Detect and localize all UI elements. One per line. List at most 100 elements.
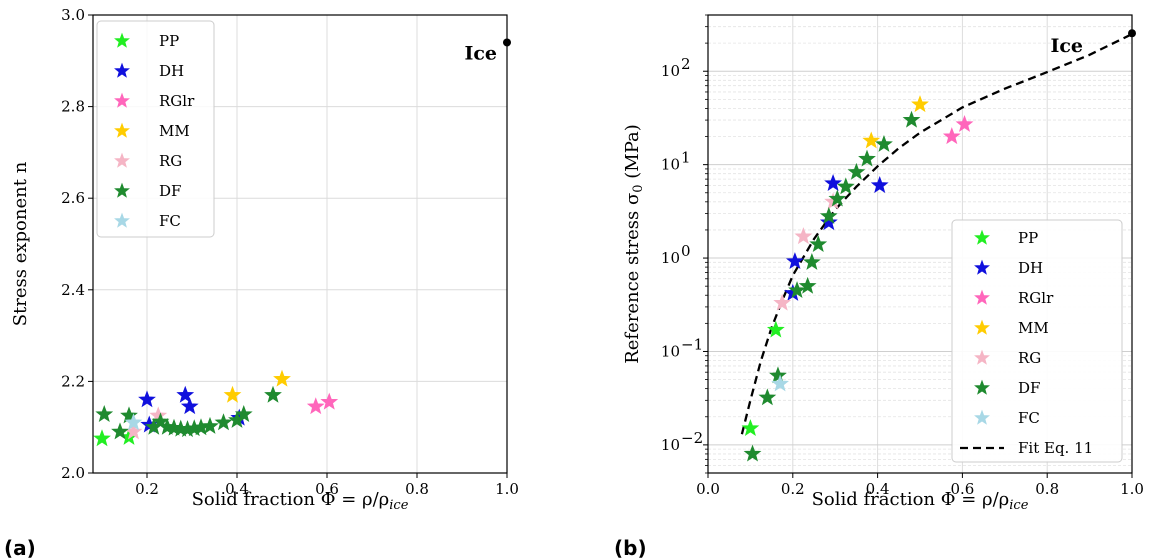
legend-label: RG: [159, 152, 182, 170]
x-tick-label: 0.8: [1035, 480, 1059, 498]
data-point-pp: [93, 429, 111, 447]
data-point-rg: [794, 227, 813, 245]
data-point-mm: [862, 131, 881, 149]
legend: PP DH RGlr MM RG DF FC: [96, 20, 215, 238]
x-axis-label: Solid fraction Φ = ρ/ρice: [192, 489, 409, 513]
legend-marker-rg: [974, 349, 990, 365]
legend-marker-rglr: [974, 289, 990, 305]
data-point-mm: [223, 385, 242, 403]
plot-frame: [92, 14, 508, 474]
data-point-df: [120, 406, 138, 424]
data-point-df: [847, 162, 866, 180]
data-point-df: [95, 405, 114, 422]
legend-label: RGlr: [159, 92, 195, 110]
legend-box: [951, 219, 1123, 463]
data-point-df: [809, 235, 828, 252]
legend-label: RGlr: [1018, 289, 1054, 307]
data-point-dh: [138, 390, 156, 408]
legend-box: [96, 20, 215, 238]
y-tick-exponent: 1: [681, 149, 691, 167]
y-tick-exponent: 0: [681, 242, 691, 260]
data-point-dh: [786, 252, 804, 270]
panel-label: (a): [4, 536, 36, 559]
x-tick-label: 0.6: [315, 480, 339, 498]
data-point-df: [111, 422, 129, 440]
data-point-pp: [741, 419, 760, 437]
data-point-df: [264, 385, 282, 403]
legend-label: FC: [1018, 409, 1040, 427]
legend-label: DF: [159, 182, 181, 200]
y-tick-exponent: 2: [681, 55, 691, 73]
data-point-df: [769, 366, 787, 384]
data-point-df: [214, 413, 233, 431]
y-tick-label: 10: [661, 436, 680, 454]
y-tick-label: 10: [661, 62, 680, 80]
data-point-mm: [911, 95, 929, 113]
data-point-rglr: [306, 397, 325, 415]
data-point-dh: [176, 385, 195, 403]
y-tick-label: 10: [661, 342, 680, 360]
legend-marker-fc: [114, 212, 130, 228]
ice-annotation: Ice: [464, 42, 497, 64]
y-tick-label: 2.8: [61, 98, 85, 116]
y-tick-label: 10: [661, 249, 680, 267]
y-tick-label: 2.2: [61, 372, 85, 390]
y-axis-label: Stress exponent n: [10, 161, 31, 326]
data-point-rglr: [942, 127, 961, 145]
data-point-df: [875, 134, 893, 152]
x-tick-label: 1.0: [495, 480, 519, 498]
legend-label: Fit Eq. 11: [1018, 439, 1093, 457]
legend-label: FC: [159, 212, 181, 230]
legend-marker-df: [114, 182, 130, 198]
data-point-fc: [771, 374, 789, 392]
legend-marker-dh: [114, 62, 130, 78]
legend-marker-mm: [974, 319, 990, 335]
legend-marker-rglr: [114, 92, 130, 108]
x-tick-label: 0.2: [781, 480, 805, 498]
x-tick-label: 1.0: [1120, 480, 1144, 498]
data-point-pp: [766, 320, 785, 338]
data-point-df: [902, 110, 921, 128]
data-point-df: [234, 405, 253, 422]
legend-marker-mm: [114, 122, 130, 138]
data-point-dh: [824, 174, 842, 191]
legend: PP DH RGlr MM RG DF FC Fit Eq. 11: [951, 219, 1123, 463]
y-tick-exponent: −1: [681, 335, 703, 353]
x-tick-label: 0.4: [866, 480, 890, 498]
data-point-df: [836, 177, 855, 195]
x-tick-label: 0.6: [950, 480, 974, 498]
legend-label: RG: [1018, 349, 1041, 367]
legend-label: DH: [159, 62, 184, 80]
data-point-df: [828, 189, 847, 207]
y-tick-exponent: −2: [681, 429, 703, 447]
data-point-df: [758, 388, 777, 406]
legend-label: DF: [1018, 379, 1040, 397]
legend-marker-dh: [974, 259, 990, 275]
legend-label: MM: [1018, 319, 1049, 337]
data-point-dh: [819, 213, 838, 231]
data-point-df: [788, 281, 806, 299]
legend-label: PP: [159, 32, 179, 50]
data-point-df: [201, 416, 219, 434]
legend-marker-df: [974, 379, 990, 395]
plot-frame: [707, 14, 1133, 474]
data-point-fc: [124, 413, 143, 431]
data-point-dh: [870, 176, 889, 193]
panel-label: (b): [614, 536, 647, 559]
legend-label: MM: [159, 122, 190, 140]
data-point-df: [819, 206, 838, 224]
legend-label: DH: [1018, 259, 1043, 277]
y-tick-label: 10: [661, 156, 680, 174]
x-tick-label: 0.8: [405, 480, 429, 498]
data-point-rglr: [955, 115, 974, 132]
legend-label: PP: [1018, 229, 1038, 247]
y-tick-label: 2.6: [61, 189, 85, 207]
data-point-dh: [180, 397, 199, 415]
y-tick-label: 2.4: [61, 281, 85, 299]
data-point-mm: [273, 369, 291, 387]
legend-marker-fc: [974, 409, 990, 425]
y-axis-label: Reference stress σ0 (MPa): [622, 124, 646, 364]
panel-a: 0.2 0.4 0.6 0.8 1.0 2.0 2.2 2.4 2.6 2.8 3.0 Ice Soli…: [4, 6, 519, 559]
data-point-df: [743, 444, 762, 462]
